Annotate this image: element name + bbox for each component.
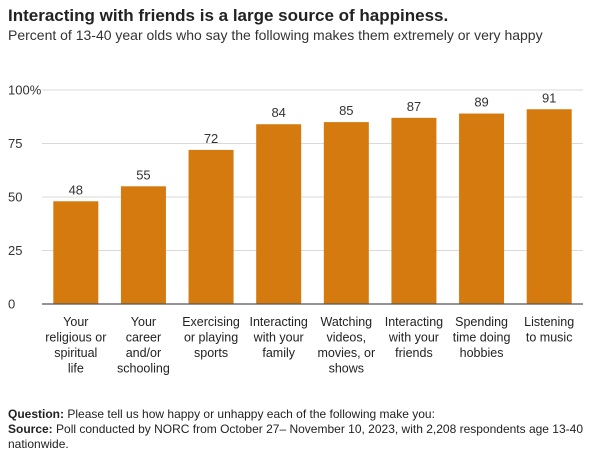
- question-label: Question:: [8, 407, 64, 421]
- category-label: Your religious or spiritual life: [45, 315, 106, 376]
- question-note: Question: Please tell us how happy or un…: [8, 407, 583, 422]
- data-label: 84: [271, 105, 285, 120]
- bar: [323, 122, 369, 304]
- source-text: Poll conducted by NORC from October 27– …: [8, 422, 583, 451]
- category-label: Interacting with your friends: [385, 315, 443, 360]
- source-note: Source: Poll conducted by NORC from Octo…: [8, 422, 583, 452]
- category-label: Exercising or playing sports: [182, 315, 240, 360]
- data-label: 85: [339, 103, 353, 118]
- y-tick-label: 100%: [8, 83, 42, 98]
- category-label: Your career and/or schooling: [117, 315, 170, 376]
- data-label: 91: [542, 90, 556, 105]
- bar: [53, 201, 99, 304]
- y-tick-label: 25: [8, 243, 22, 258]
- bar: [120, 186, 166, 304]
- bar: [459, 113, 505, 304]
- y-tick-label: 50: [8, 190, 22, 205]
- chart-subtitle: Percent of 13-40 year olds who say the f…: [8, 27, 543, 43]
- bar: [391, 117, 437, 304]
- y-tick-label: 75: [8, 136, 22, 151]
- chart-title: Interacting with friends is a large sour…: [8, 6, 449, 25]
- y-tick-label: 0: [8, 297, 15, 312]
- data-label: 55: [136, 167, 150, 182]
- bar: [526, 109, 572, 304]
- category-label: Watching videos, movies, or shows: [317, 315, 375, 376]
- bar: [188, 149, 234, 304]
- question-text: Please tell us how happy or unhappy each…: [67, 407, 435, 421]
- category-label: Interacting with your family: [250, 315, 308, 360]
- category-label: Listening to music: [524, 315, 574, 345]
- category-label: Spending time doing hobbies: [453, 315, 511, 360]
- data-label: 72: [204, 131, 218, 146]
- bar: [256, 124, 302, 305]
- data-label: 89: [474, 95, 488, 110]
- data-label: 48: [69, 182, 83, 197]
- bar-chart: 0 25 50 75 100% 48 Your religious or spiritual li…: [8, 83, 583, 376]
- data-label: 87: [407, 99, 421, 114]
- source-label: Source:: [8, 422, 53, 436]
